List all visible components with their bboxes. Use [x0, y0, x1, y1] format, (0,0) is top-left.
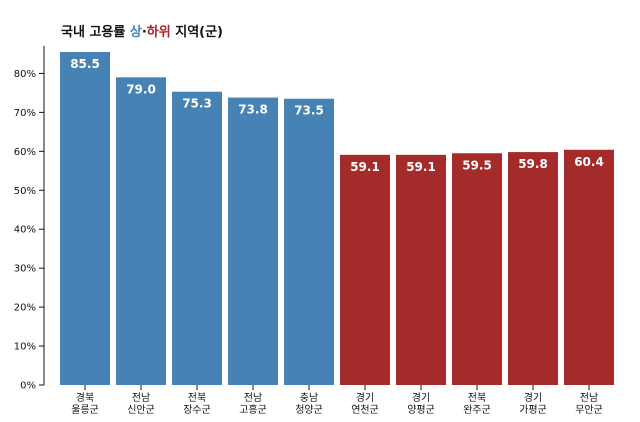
- x-tick-label: 울릉군: [71, 404, 99, 416]
- bar-value-label: 60.4: [574, 155, 604, 169]
- x-tick-label: 전남: [244, 392, 262, 404]
- bar-value-label: 59.1: [350, 160, 380, 174]
- title-separator: ·: [141, 25, 147, 40]
- bar: [228, 97, 278, 385]
- x-tick-label: 무안군: [575, 404, 603, 416]
- x-tick-label: 전북: [188, 392, 206, 404]
- y-tick-label: 10%: [14, 342, 36, 353]
- x-tick-label: 양평군: [407, 404, 435, 416]
- x-tick-label: 고흥군: [239, 403, 267, 416]
- bar: [340, 154, 390, 385]
- x-tick-label: 연천군: [351, 404, 379, 416]
- bar-value-label: 75.3: [182, 97, 212, 111]
- y-tick-label: 70%: [14, 108, 36, 119]
- x-tick-label: 전북: [468, 392, 486, 404]
- x-tick-label: 경기: [356, 391, 374, 404]
- y-tick-label: 20%: [14, 303, 36, 314]
- title-highlight-down: 하위: [146, 25, 171, 40]
- title-suffix: 지역(군): [170, 25, 223, 40]
- bar: [172, 91, 222, 385]
- x-axis: 경북울릉군전남신안군전북장수군전남고흥군충남청양군경기연천군경기양평군전북완주군…: [71, 385, 603, 416]
- y-tick-label: 80%: [14, 69, 36, 80]
- bar-value-label: 79.0: [126, 82, 156, 96]
- bar-value-label: 73.5: [294, 104, 324, 118]
- bar-value-label: 59.5: [462, 158, 492, 172]
- y-tick-label: 60%: [14, 147, 36, 158]
- chart-title: 국내 고용률 상·하위 지역(군): [61, 21, 223, 40]
- y-tick-label: 30%: [14, 264, 36, 275]
- title-prefix: 국내 고용률: [61, 25, 130, 40]
- x-tick-label: 경기: [524, 391, 542, 404]
- bar-value-label: 59.1: [406, 160, 436, 174]
- x-tick-label: 장수군: [183, 404, 211, 416]
- bar-value-label: 73.8: [238, 103, 268, 117]
- bar-value-label: 85.5: [70, 57, 100, 71]
- y-tick-label: 0%: [20, 381, 36, 392]
- x-tick-label: 전남: [580, 392, 598, 404]
- bar-value-label: 59.8: [518, 157, 548, 171]
- bar: [116, 77, 166, 385]
- bar: [396, 154, 446, 385]
- x-tick-label: 청양군: [295, 404, 323, 416]
- y-axis: 0% 10% 20% 30% 40% 50% 60% 70% 80%: [14, 46, 45, 392]
- bar: [284, 98, 334, 385]
- y-tick-label: 40%: [14, 225, 36, 236]
- bar: [60, 52, 110, 385]
- x-tick-label: 전남: [132, 392, 150, 404]
- x-tick-label: 충남: [300, 392, 318, 404]
- x-tick-label: 경기: [412, 391, 430, 404]
- x-tick-label: 신안군: [127, 404, 155, 416]
- x-tick-label: 완주군: [463, 404, 491, 416]
- title-highlight-up: 상: [129, 25, 142, 40]
- y-tick-label: 50%: [14, 186, 36, 197]
- bars: 85.5 79.0 75.3 73.8 73.5 59.1 59.1 59.5 59.8 60.4: [60, 52, 614, 385]
- x-tick-label: 경북: [76, 391, 94, 404]
- bar: [508, 152, 558, 385]
- bar: [564, 149, 614, 385]
- x-tick-label: 가평군: [519, 404, 547, 416]
- bar: [452, 153, 502, 385]
